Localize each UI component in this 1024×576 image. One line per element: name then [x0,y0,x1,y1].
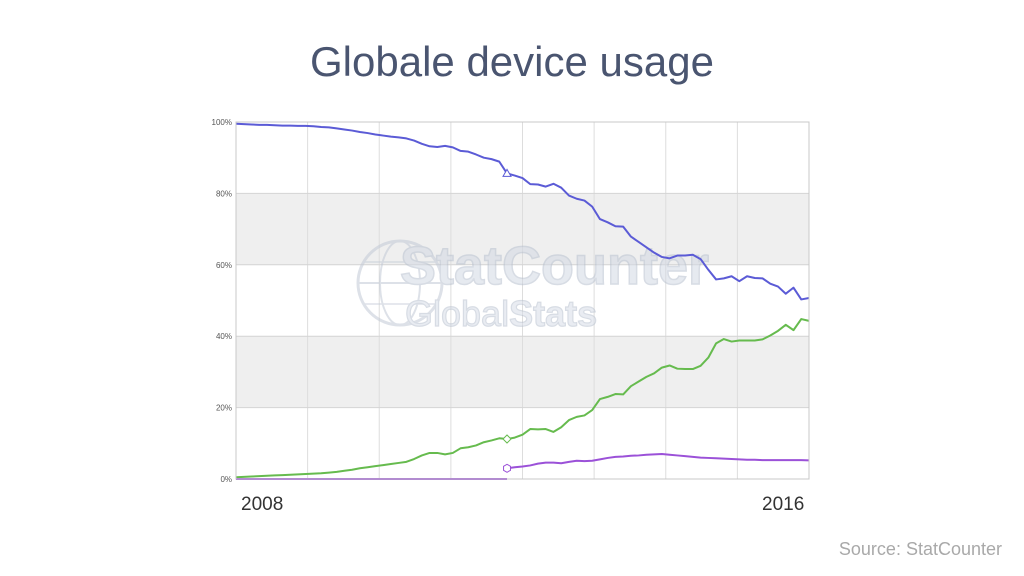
statcounter-watermark: StatCounter GlobalStats [356,235,710,335]
x-axis-end-label: 2016 [762,494,805,515]
globe-icon [356,239,444,327]
watermark-statcounter-text: StatCounter [400,236,709,296]
series-line-2 [235,318,810,479]
watermark-global-text: Global [405,293,509,334]
plot-frame [235,121,810,480]
watermark-stats-text: Stats [509,293,597,334]
series-line-3 [506,453,810,470]
y-tick-label: 0% [220,475,232,484]
y-tick-label: 20% [216,404,232,413]
y-tick-label: 80% [216,189,232,198]
svg-text:GlobalStats: GlobalStats [405,293,597,334]
y-tick-label: 40% [216,332,232,341]
series-marker-2 [502,434,512,444]
x-axis-start-label: 2008 [241,494,284,515]
series-line-1 [235,122,810,301]
slide-title: Globale device usage [310,38,714,85]
source-note: Source: StatCounter [838,539,1002,559]
series-marker-1 [502,168,512,177]
y-tick-label: 60% [216,261,232,270]
device-usage-chart: StatCounter GlobalStats 0% 20% 40% 60% 80% 10… [212,118,810,484]
series-marker-3 [503,463,511,473]
y-tick-label: 100% [212,118,232,127]
